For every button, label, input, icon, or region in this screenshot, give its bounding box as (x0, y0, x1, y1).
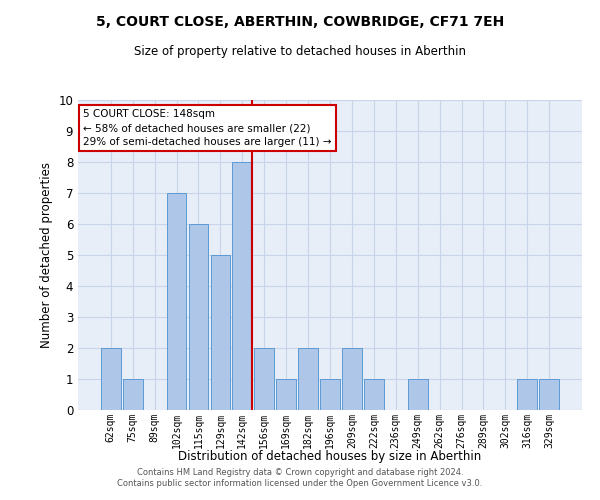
Bar (364, 379, 384, 410)
Bar (101, 348, 121, 410)
Bar (211, 255, 230, 410)
Bar (517, 379, 537, 410)
Text: Contains HM Land Registry data © Crown copyright and database right 2024.
Contai: Contains HM Land Registry data © Crown c… (118, 468, 482, 487)
Bar (232, 162, 252, 410)
Y-axis label: Number of detached properties: Number of detached properties (40, 162, 53, 348)
Bar (408, 379, 428, 410)
Text: Size of property relative to detached houses in Aberthin: Size of property relative to detached ho… (134, 45, 466, 58)
Bar (188, 224, 208, 410)
Bar (320, 379, 340, 410)
Bar (123, 379, 143, 410)
Text: Distribution of detached houses by size in Aberthin: Distribution of detached houses by size … (178, 450, 482, 463)
Text: 5, COURT CLOSE, ABERTHIN, COWBRIDGE, CF71 7EH: 5, COURT CLOSE, ABERTHIN, COWBRIDGE, CF7… (96, 15, 504, 29)
Bar (298, 348, 318, 410)
Text: 5 COURT CLOSE: 148sqm
← 58% of detached houses are smaller (22)
29% of semi-deta: 5 COURT CLOSE: 148sqm ← 58% of detached … (83, 110, 332, 148)
Bar (342, 348, 362, 410)
Bar (167, 193, 187, 410)
Bar (276, 379, 296, 410)
Bar (539, 379, 559, 410)
Bar (254, 348, 274, 410)
